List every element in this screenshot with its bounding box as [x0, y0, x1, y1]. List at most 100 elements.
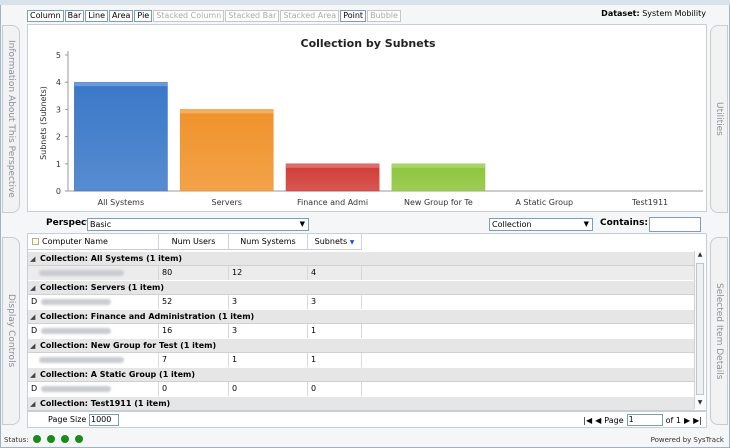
chart-type-column-button[interactable]: Column — [27, 10, 64, 22]
contains-input[interactable] — [649, 217, 701, 232]
page-size-label: Page Size — [48, 415, 87, 424]
grid-body: ◢ Collection: All Systems (1 item) 80 12 4 ◢ C… — [28, 251, 694, 410]
tab-display-controls[interactable]: Display Controls — [2, 237, 20, 425]
column-header-num-systems[interactable]: Num Systems — [229, 234, 308, 250]
collapse-triangle-icon[interactable]: ◢ — [30, 371, 36, 379]
bar-all-systems — [74, 81, 168, 192]
redacted-name — [39, 269, 124, 276]
chart-type-bar-button[interactable]: Bar — [64, 10, 85, 22]
grid-header: Computer Name Num Users Num Systems Subn… — [28, 234, 362, 250]
group-header-row[interactable]: ◢ Collection: All Systems (1 item) — [28, 252, 694, 266]
cell-computer-name: D — [28, 382, 159, 396]
perspective-select[interactable]: Basic ▼ — [87, 218, 309, 231]
page-size-input[interactable]: 1000 — [89, 414, 119, 426]
cell-num-users: 7 — [159, 353, 229, 367]
column-header-label: Num Systems — [240, 237, 296, 246]
group-title: Collection: New Group for Test (1 item) — [40, 341, 217, 350]
group-header-row[interactable]: ◢ Collection: New Group for Test (1 item) — [28, 339, 694, 353]
computer-name-text: D — [31, 326, 38, 335]
scroll-up-icon[interactable]: ▲ — [697, 251, 703, 258]
group-title: Collection: Finance and Administration (… — [40, 312, 255, 321]
perspective-value: Basic — [90, 220, 112, 229]
collection-select[interactable]: Collection ▼ — [489, 218, 593, 231]
cell-num-users: 52 — [159, 295, 229, 309]
first-page-icon[interactable]: |◀ — [583, 415, 593, 425]
top-strip — [0, 0, 730, 5]
collapse-triangle-icon[interactable]: ◢ — [30, 313, 36, 321]
table-row[interactable]: D 52 3 3 — [28, 295, 694, 309]
computer-name-text: D — [31, 384, 38, 393]
cell-subnets: 0 — [308, 382, 362, 396]
redacted-name — [39, 356, 124, 363]
bar-finance-and-admi — [285, 163, 380, 192]
select-all-checkbox[interactable] — [32, 238, 39, 245]
bar-top-highlight — [74, 82, 168, 87]
collapse-triangle-icon[interactable]: ◢ — [30, 400, 36, 408]
chart-type-stacked-area-button[interactable]: Stacked Area — [280, 10, 340, 22]
cell-num-systems: 1 — [229, 353, 308, 367]
tab-utilities[interactable]: Utilities — [710, 25, 728, 213]
y-tick-label: 3 — [56, 105, 61, 114]
table-row[interactable]: D 16 3 1 — [28, 324, 694, 338]
collapse-triangle-icon[interactable]: ◢ — [30, 342, 36, 350]
y-tick-label: 0 — [56, 187, 61, 196]
table-row[interactable]: 80 12 4 — [28, 266, 694, 280]
bar-top-highlight — [180, 109, 274, 114]
cell-num-systems: 12 — [229, 266, 308, 280]
collapse-triangle-icon[interactable]: ◢ — [30, 255, 36, 263]
chart-type-pie-button[interactable]: Pie — [134, 10, 153, 22]
bar-new-group-for-te — [391, 163, 486, 192]
group-title: Collection: Test1911 (1 item) — [40, 399, 171, 408]
x-tick-label: A Static Group — [515, 198, 573, 207]
y-axis-label: Subnets (Subnets) — [39, 86, 48, 160]
column-header-num-users[interactable]: Num Users — [159, 234, 229, 250]
cell-num-systems: 3 — [229, 324, 308, 338]
scroll-thumb[interactable] — [696, 263, 704, 395]
tab-label: Selected Item Details — [714, 282, 724, 380]
last-page-icon[interactable]: ▶| — [693, 415, 702, 425]
x-tick-label: Finance and Admi — [297, 198, 368, 207]
tab-label: Utilities — [714, 102, 724, 136]
cell-num-users: 0 — [159, 382, 229, 396]
y-tick-label: 5 — [56, 51, 61, 60]
tab-label: Information About This Perspective — [6, 40, 16, 198]
column-header-label: Subnets — [314, 237, 348, 246]
chart-type-line-button[interactable]: Line — [85, 10, 108, 22]
page-size-value: 1000 — [91, 415, 112, 424]
collapse-triangle-icon[interactable]: ◢ — [30, 284, 36, 292]
chart-type-stacked-bar-button[interactable]: Stacked Bar — [225, 10, 280, 22]
dataset-label: Dataset: — [601, 9, 640, 18]
cell-num-users: 80 — [159, 266, 229, 280]
vertical-scrollbar[interactable]: ▲ ▼ — [694, 251, 705, 409]
scroll-down-icon[interactable]: ▼ — [697, 399, 703, 406]
column-header-subnets[interactable]: Subnets ▼ — [308, 234, 362, 250]
chart-type-area-button[interactable]: Area — [109, 10, 134, 22]
page-count-label: of 1 — [665, 415, 681, 425]
tab-selected-item-details[interactable]: Selected Item Details — [710, 237, 728, 425]
sort-desc-icon: ▼ — [349, 239, 355, 246]
cell-subnets: 3 — [308, 295, 362, 309]
group-header-row[interactable]: ◢ Collection: A Static Group (1 item) — [28, 368, 694, 382]
tab-information-about-perspective[interactable]: Information About This Perspective — [2, 25, 20, 213]
chart-type-stacked-column-button[interactable]: Stacked Column — [153, 10, 225, 22]
group-header-row[interactable]: ◢ Collection: Servers (1 item) — [28, 281, 694, 295]
group-header-row[interactable]: ◢ Collection: Finance and Administration … — [28, 310, 694, 324]
collection-select-value: Collection — [492, 220, 532, 229]
cell-subnets: 4 — [308, 266, 362, 280]
group-header-row[interactable]: ◢ Collection: Test1911 (1 item) — [28, 397, 694, 410]
chart-type-bubble-button[interactable]: Bubble — [367, 10, 401, 22]
contains-label: Contains: — [600, 218, 649, 228]
column-header-computer-name[interactable]: Computer Name — [28, 234, 159, 250]
page-number-value: 1 — [628, 415, 634, 424]
chart-type-point-button[interactable]: Point — [340, 10, 367, 22]
prev-page-icon[interactable]: ◀ — [595, 415, 602, 425]
status-bar: Status: Powered by SysTrack — [0, 432, 730, 448]
page-number-input[interactable]: 1 — [626, 414, 663, 426]
cell-computer-name — [28, 266, 159, 280]
next-page-icon[interactable]: ▶ — [683, 415, 691, 425]
bar-top-highlight — [286, 163, 380, 168]
cell-computer-name: D — [28, 295, 159, 309]
status-dot — [33, 435, 41, 443]
